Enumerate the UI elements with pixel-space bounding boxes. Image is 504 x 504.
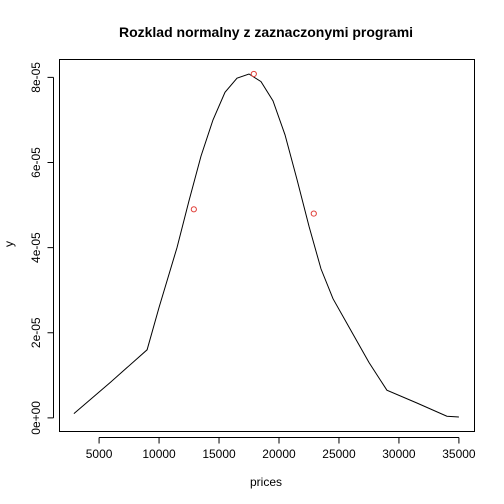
x-axis: 5000 10000 15000 20000 25000 30000 35000 [86,437,476,461]
series-layer [73,70,459,418]
y-tick-label: 0e+00 [29,401,43,435]
x-tick-label: 35000 [442,447,476,461]
x-tick-label: 5000 [86,447,113,461]
x-tick-label: 20000 [262,447,296,461]
y-tick-label: 6e-05 [29,147,43,178]
highlight-point [310,210,317,217]
plot-frame [59,59,475,432]
x-tick-label: 25000 [322,447,356,461]
density-curve [73,73,459,418]
y-axis-label: y [2,241,16,247]
highlight-point [190,206,197,213]
y-tick-label: 2e-05 [29,317,43,348]
y-axis: 0e+00 2e-05 4e-05 6e-05 8e-05 [29,62,54,435]
y-tick-label: 8e-05 [29,62,43,93]
x-tick-label: 10000 [142,447,176,461]
x-tick-label: 30000 [382,447,416,461]
x-axis-label: prices [250,475,282,489]
x-tick-label: 15000 [202,447,236,461]
y-tick-label: 4e-05 [29,232,43,263]
chart-title: Rozklad normalny z zaznaczonymi programi [119,24,413,40]
highlight-point [250,70,257,78]
